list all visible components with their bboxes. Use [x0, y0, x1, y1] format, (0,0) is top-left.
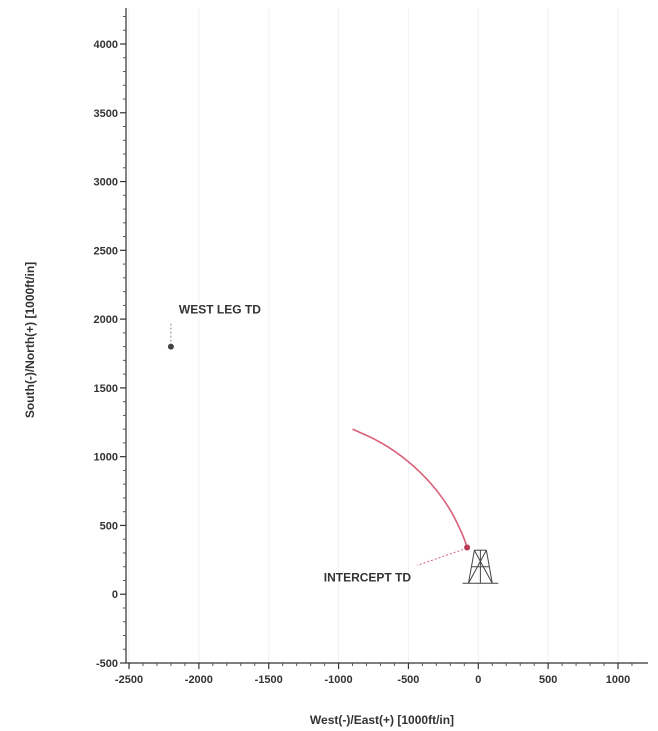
well-path-curve	[352, 428, 468, 548]
well-path-series	[352, 428, 468, 548]
x-tick-label: -2000	[185, 674, 213, 686]
y-tick-label: 3500	[94, 108, 118, 120]
x-axis-ticks: -2500 -2000 -1500 -1000 -500 0 500 1000	[115, 663, 633, 686]
y-tick-label: 1000	[94, 452, 118, 464]
y-tick-label: 3000	[94, 177, 118, 189]
platform-structure	[462, 549, 499, 584]
x-tick-label: 0	[475, 674, 481, 686]
leader-line	[416, 548, 464, 566]
x-tick-label: -1000	[325, 674, 353, 686]
grid-lines	[128, 8, 619, 663]
x-tick-label: 500	[539, 674, 557, 686]
y-tick-label: 500	[100, 520, 118, 532]
x-tick-label: -1500	[255, 674, 283, 686]
x-tick-label: -500	[397, 674, 419, 686]
y-tick-label: -500	[96, 658, 118, 670]
y-tick-label: 1500	[94, 383, 118, 395]
y-tick-label: 4000	[94, 39, 118, 51]
point-marker	[167, 343, 174, 350]
y-tick-label: 0	[112, 589, 118, 601]
y-axis-title: South(-)/North(+) [1000ft/in]	[23, 262, 37, 418]
point-label: INTERCEPT TD	[324, 570, 412, 584]
y-tick-label: 2500	[94, 245, 118, 257]
point-marker	[464, 544, 471, 551]
point-label: WEST LEG TD	[179, 303, 261, 317]
point-markers: WEST LEG TD INTERCEPT TD	[167, 303, 471, 584]
x-axis-title: West(-)/East(+) [1000ft/in]	[310, 713, 454, 727]
y-tick-label: 2000	[94, 314, 118, 326]
x-tick-label: 1000	[606, 674, 630, 686]
y-axis-ticks: -500 0 500 1000 1500 2000 2500 3000 3500 4000	[94, 15, 126, 670]
x-tick-label: -2500	[115, 674, 143, 686]
